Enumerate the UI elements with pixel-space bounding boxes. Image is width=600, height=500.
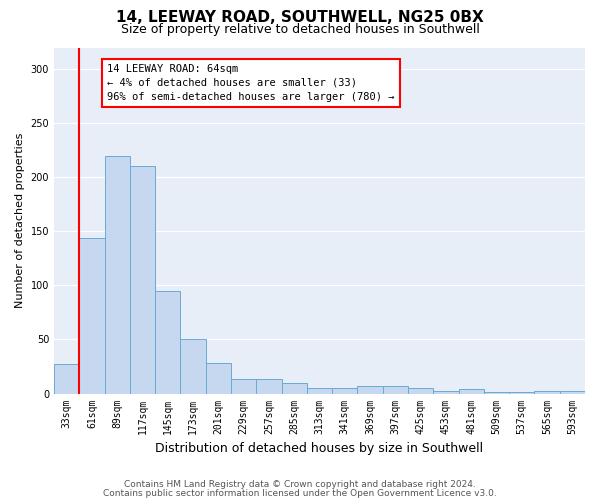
Bar (535, 392, 560, 394)
Bar (256, 380, 281, 394)
Bar (332, 388, 358, 394)
Text: Contains public sector information licensed under the Open Government Licence v3: Contains public sector information licen… (103, 488, 497, 498)
Bar (358, 386, 383, 394)
Bar (79, 238, 104, 394)
Bar (484, 392, 509, 394)
Bar (54, 364, 79, 394)
Bar (560, 392, 585, 394)
Bar (383, 386, 408, 394)
Bar (281, 382, 307, 394)
Bar (130, 166, 155, 394)
Bar (433, 392, 458, 394)
Text: Contains HM Land Registry data © Crown copyright and database right 2024.: Contains HM Land Registry data © Crown c… (124, 480, 476, 489)
Bar (458, 389, 484, 394)
Bar (104, 156, 130, 394)
Bar (206, 364, 231, 394)
Bar (307, 388, 332, 394)
Text: 14, LEEWAY ROAD, SOUTHWELL, NG25 0BX: 14, LEEWAY ROAD, SOUTHWELL, NG25 0BX (116, 10, 484, 25)
Bar (231, 380, 256, 394)
Bar (408, 388, 433, 394)
Bar (509, 392, 535, 394)
Text: 14 LEEWAY ROAD: 64sqm
← 4% of detached houses are smaller (33)
96% of semi-detac: 14 LEEWAY ROAD: 64sqm ← 4% of detached h… (107, 64, 395, 102)
Bar (181, 340, 206, 394)
Text: Size of property relative to detached houses in Southwell: Size of property relative to detached ho… (121, 22, 479, 36)
Y-axis label: Number of detached properties: Number of detached properties (15, 133, 25, 308)
X-axis label: Distribution of detached houses by size in Southwell: Distribution of detached houses by size … (155, 442, 484, 455)
Bar (155, 291, 181, 394)
